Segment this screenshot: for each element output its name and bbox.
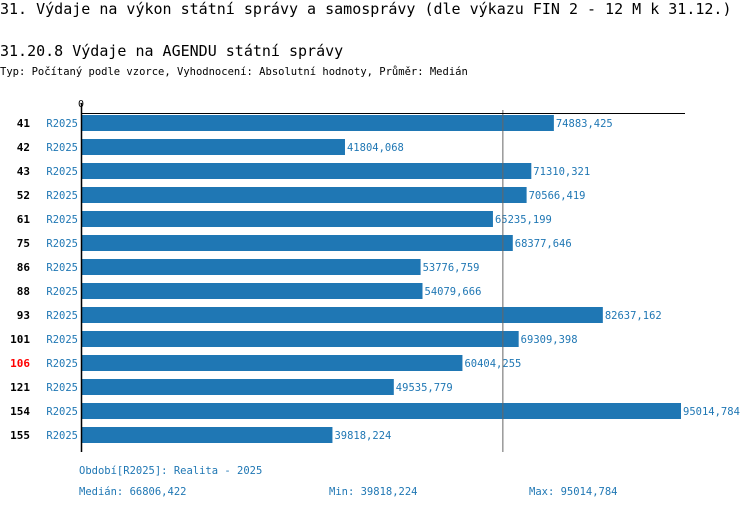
bar <box>81 283 423 299</box>
category-label: 121 <box>10 381 30 394</box>
period-label: R2025 <box>46 334 78 346</box>
category-label: 75 <box>17 237 30 250</box>
chart-title: 31.20.8 Výdaje na AGENDU státní správy <box>0 42 344 60</box>
bar <box>81 259 421 275</box>
period-label: R2025 <box>46 118 78 130</box>
value-label: 82637,162 <box>605 310 662 322</box>
value-label: 69309,398 <box>521 334 578 346</box>
bar <box>81 355 463 371</box>
value-label: 74883,425 <box>556 118 613 130</box>
value-label: 65235,199 <box>495 214 552 226</box>
bar <box>81 331 519 347</box>
bar <box>81 115 554 131</box>
period-label: R2025 <box>46 286 78 298</box>
period-label: R2025 <box>46 358 78 370</box>
value-label: 54079,666 <box>425 286 482 298</box>
period-label: R2025 <box>46 238 78 250</box>
period-label: R2025 <box>46 142 78 154</box>
chart-info: Typ: Počítaný podle vzorce, Vyhodnocení:… <box>0 66 468 78</box>
period-label: R2025 <box>46 166 78 178</box>
footer-median: Medián: 66806,422 <box>79 486 187 498</box>
category-label: 106 <box>10 357 30 370</box>
bar <box>81 427 333 443</box>
bar <box>81 307 603 323</box>
category-label: 155 <box>10 429 30 442</box>
period-label: R2025 <box>46 382 78 394</box>
value-label: 70566,419 <box>529 190 586 202</box>
category-label: 154 <box>10 405 30 418</box>
category-label: 42 <box>17 141 30 154</box>
bar <box>81 211 493 227</box>
period-label: R2025 <box>46 214 78 226</box>
bar <box>81 187 527 203</box>
period-label: R2025 <box>46 190 78 202</box>
category-label: 41 <box>17 117 31 130</box>
value-label: 60404,255 <box>464 358 521 370</box>
value-label: 95014,784 <box>683 406 740 418</box>
period-label: R2025 <box>46 262 78 274</box>
category-label: 61 <box>17 213 31 226</box>
bar <box>81 163 532 179</box>
bar <box>81 139 345 155</box>
value-label: 53776,759 <box>423 262 480 274</box>
period-label: R2025 <box>46 406 78 418</box>
value-label: 71310,321 <box>533 166 590 178</box>
footer-min: Min: 39818,224 <box>329 486 418 498</box>
page-title: 31. Výdaje na výkon státní správy a samo… <box>0 0 732 18</box>
value-label: 39818,224 <box>334 430 391 442</box>
bar <box>81 403 681 419</box>
value-label: 41804,068 <box>347 142 404 154</box>
category-label: 43 <box>17 165 30 178</box>
value-label: 49535,779 <box>396 382 453 394</box>
category-label: 86 <box>17 261 31 274</box>
bar <box>81 235 513 251</box>
footer-period: Období[R2025]: Realita - 2025 <box>79 465 263 477</box>
period-label: R2025 <box>46 430 78 442</box>
category-label: 52 <box>17 189 30 202</box>
value-label: 68377,646 <box>515 238 572 250</box>
category-label: 93 <box>17 309 30 322</box>
period-label: R2025 <box>46 310 78 322</box>
footer-max: Max: 95014,784 <box>529 486 618 498</box>
bar <box>81 379 394 395</box>
category-label: 101 <box>10 333 30 346</box>
category-label: 88 <box>17 285 30 298</box>
